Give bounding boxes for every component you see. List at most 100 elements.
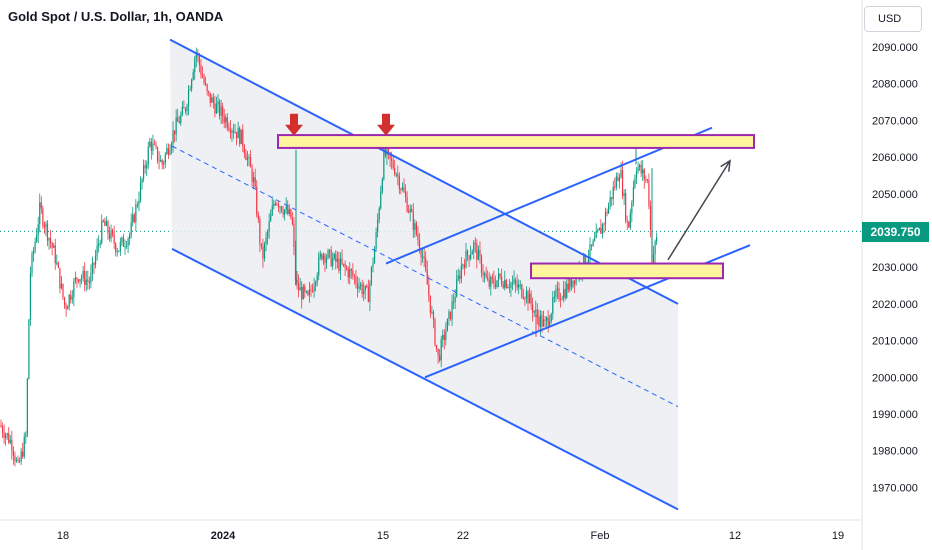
candle-body xyxy=(339,258,342,271)
currency-button[interactable]: USD xyxy=(864,6,922,32)
candle-body xyxy=(239,127,241,144)
candle-body xyxy=(262,246,264,259)
candle-body xyxy=(426,270,428,285)
candle-body xyxy=(177,117,179,122)
candle-body xyxy=(437,348,439,356)
candle-body xyxy=(310,289,312,291)
candle-body xyxy=(82,270,84,278)
y-tick-label: 2070.000 xyxy=(872,115,918,127)
candle-body xyxy=(245,153,247,160)
candle-body xyxy=(377,219,379,233)
candle-body xyxy=(445,331,447,340)
y-tick-label: 2010.000 xyxy=(872,336,918,348)
candle-body xyxy=(642,169,644,174)
candle-body xyxy=(9,439,11,443)
candle-body xyxy=(318,256,320,276)
candle-body xyxy=(652,254,655,266)
candle-body xyxy=(527,291,529,304)
candle-body xyxy=(240,129,242,144)
candle-body xyxy=(305,291,307,293)
candle-body xyxy=(639,164,641,168)
candle-body xyxy=(346,267,348,270)
candle-body xyxy=(124,246,126,248)
candle-body xyxy=(187,89,190,107)
candle-body xyxy=(8,433,10,443)
candle-body xyxy=(561,298,563,300)
candle-body xyxy=(304,286,306,292)
candle-body xyxy=(429,295,431,313)
candle-body xyxy=(167,148,169,155)
candle-body xyxy=(28,319,30,379)
candle-body xyxy=(200,64,202,75)
candle-body xyxy=(634,177,636,188)
candle-body xyxy=(67,306,69,310)
channel-shading xyxy=(170,39,678,510)
candle-body xyxy=(609,197,611,206)
candle-body xyxy=(363,291,365,294)
candle-body xyxy=(646,179,648,181)
y-tick-label: 2030.000 xyxy=(872,262,918,274)
candle-body xyxy=(79,279,81,282)
candle-body xyxy=(96,245,98,256)
candle-body xyxy=(270,215,272,222)
candle-body xyxy=(497,273,500,281)
candle-body xyxy=(290,209,292,219)
candle-body xyxy=(611,197,613,199)
candle-body xyxy=(370,267,373,284)
support-zone xyxy=(530,262,724,280)
candle-body xyxy=(446,318,448,332)
candle-body xyxy=(482,272,484,276)
candle-body xyxy=(411,208,413,212)
candle-body xyxy=(507,287,509,289)
candle-body xyxy=(161,160,163,165)
candle-body xyxy=(629,213,631,228)
candle-body xyxy=(349,269,351,278)
candle-body xyxy=(284,209,286,215)
candle-body xyxy=(601,224,603,234)
candle-body xyxy=(147,146,149,165)
channel-mid-line xyxy=(171,145,679,408)
candle-body xyxy=(121,237,123,242)
candle-body xyxy=(203,77,205,83)
candle-body xyxy=(302,286,304,300)
candle-body xyxy=(237,127,239,139)
candle-body xyxy=(81,277,83,280)
candle-body xyxy=(246,157,249,160)
candle-body xyxy=(150,141,152,151)
candles-layer xyxy=(0,47,658,467)
candle-body xyxy=(471,251,473,255)
candle-body xyxy=(425,258,427,271)
candle-body xyxy=(141,178,143,183)
candle-body xyxy=(643,169,645,180)
candle-body xyxy=(259,219,261,244)
projection-arrow-head xyxy=(720,159,731,172)
candle-body xyxy=(277,204,280,208)
candle-body xyxy=(76,277,78,280)
candle-body xyxy=(63,297,66,306)
candle-body xyxy=(499,273,501,277)
candle-body xyxy=(88,281,90,283)
candle-body xyxy=(325,257,328,263)
candle-body xyxy=(98,243,100,246)
projection-arrow-line xyxy=(667,160,731,261)
candle-body xyxy=(31,253,33,274)
candle-body xyxy=(23,436,25,457)
candle-body xyxy=(566,283,568,298)
candle-body xyxy=(178,121,180,124)
candle-body xyxy=(394,168,396,175)
candle-body xyxy=(215,104,218,114)
candle-body xyxy=(211,97,213,103)
candle-body xyxy=(640,164,642,174)
candle-body xyxy=(456,279,458,297)
candle-body xyxy=(541,315,543,327)
candle-body xyxy=(39,202,41,225)
candle-body xyxy=(443,334,445,340)
candle-body xyxy=(17,459,19,461)
candle-body xyxy=(231,130,233,133)
candle-body xyxy=(618,177,621,182)
candle-body xyxy=(156,147,159,161)
candle-body xyxy=(355,276,357,284)
candle-body xyxy=(567,283,569,290)
candle-body xyxy=(479,249,481,257)
